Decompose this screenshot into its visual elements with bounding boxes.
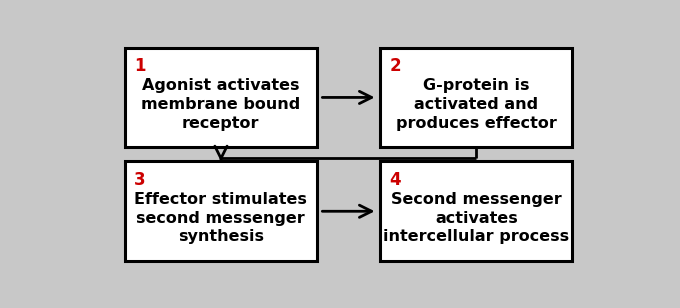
- FancyBboxPatch shape: [380, 161, 573, 261]
- Text: 2: 2: [390, 57, 401, 75]
- FancyBboxPatch shape: [380, 48, 573, 147]
- Text: G-protein is
activated and
produces effector: G-protein is activated and produces effe…: [396, 79, 557, 131]
- Text: 1: 1: [134, 57, 146, 75]
- Text: 3: 3: [134, 171, 146, 189]
- FancyBboxPatch shape: [124, 161, 317, 261]
- Text: 4: 4: [390, 171, 401, 189]
- Text: Second messenger
activates
intercellular process: Second messenger activates intercellular…: [384, 192, 569, 245]
- Text: Agonist activates
membrane bound
receptor: Agonist activates membrane bound recepto…: [141, 79, 301, 131]
- Text: Effector stimulates
second messenger
synthesis: Effector stimulates second messenger syn…: [134, 192, 307, 245]
- FancyBboxPatch shape: [124, 48, 317, 147]
